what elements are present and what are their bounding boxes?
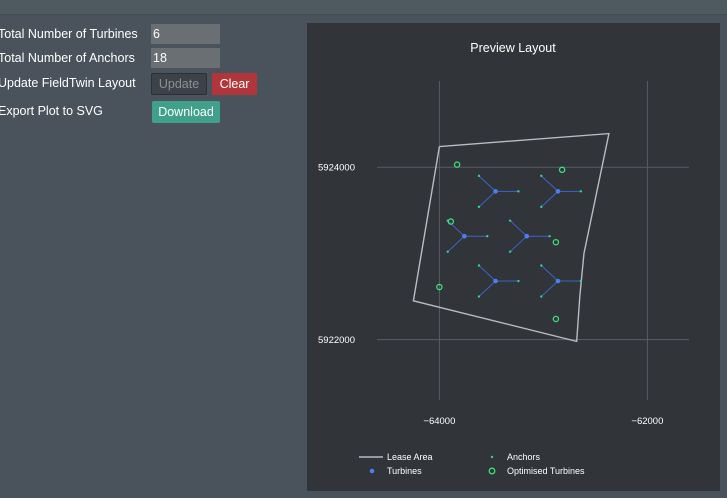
optimised-turbine-marker <box>436 283 443 291</box>
legend-anchor-swatch <box>490 455 494 459</box>
legend-label: Lease Area <box>387 452 433 462</box>
optimised-turbine-marker <box>447 218 455 225</box>
mooring-line <box>478 190 496 208</box>
optimised-turbine-marker <box>453 161 461 168</box>
turbine-marker <box>555 189 561 194</box>
update-button[interactable]: Update <box>151 73 207 95</box>
anchor-point <box>477 174 481 178</box>
anchor-point <box>579 279 583 283</box>
mooring-line <box>540 265 559 282</box>
preview-layout-plot: Preview Layout −64000 −62000 5924000 592200… <box>307 23 720 491</box>
turbine-marker <box>555 278 561 284</box>
optimised-turbine-marker <box>552 315 560 323</box>
y-tick-label: 5922000 <box>318 335 355 346</box>
mooring-line <box>447 235 465 253</box>
turbine-marker <box>462 233 467 239</box>
mooring-line <box>540 280 559 297</box>
plot-title: Preview Layout <box>470 41 556 55</box>
turbine-marker <box>493 189 498 194</box>
x-tick-label: −62000 <box>631 416 663 427</box>
mooring-line <box>478 280 496 297</box>
legend-label: Anchors <box>507 452 541 462</box>
anchor-point <box>446 250 449 253</box>
mooring-line <box>478 265 496 282</box>
plot-svg: Preview Layout −64000 −62000 5924000 592200… <box>318 41 689 476</box>
lease-area-line <box>412 132 610 343</box>
grid-layer <box>377 81 689 400</box>
update-layout-label: Update FieldTwin Layout <box>0 76 136 90</box>
anchor-point <box>517 190 520 193</box>
anchor-point <box>508 219 512 222</box>
optimised-turbine-marker <box>552 238 560 246</box>
turbine-marker <box>493 278 498 284</box>
anchor-point <box>579 190 583 193</box>
legend-label: Optimised Turbines <box>507 466 585 476</box>
clear-button[interactable]: Clear <box>212 73 257 95</box>
anchors-label: Total Number of Anchors <box>0 51 135 65</box>
y-tick-label: 5924000 <box>318 163 355 174</box>
mooring-line <box>478 175 496 192</box>
anchor-point <box>517 279 520 283</box>
top-bar <box>0 0 727 15</box>
download-button[interactable]: Download <box>152 101 220 123</box>
anchor-point <box>477 264 481 267</box>
anchor-point <box>540 264 543 267</box>
anchor-point <box>477 205 481 209</box>
mooring-line <box>509 235 528 253</box>
turbine-marker <box>524 233 530 239</box>
legend-label: Turbines <box>387 466 422 476</box>
anchor-point <box>540 295 543 298</box>
anchor-point <box>486 234 489 238</box>
mooring-line <box>540 175 559 192</box>
series-layer <box>412 132 610 343</box>
anchor-point <box>540 205 543 209</box>
legend: Lease Area Anchors Turbines Optimised Turbi… <box>359 452 585 476</box>
legend-turbine-swatch <box>369 468 375 474</box>
mooring-line <box>540 190 559 208</box>
anchors-input[interactable] <box>151 48 220 68</box>
export-label: Export Plot to SVG <box>0 104 103 118</box>
tick-layer: −64000 −62000 5924000 5922000 <box>318 163 663 427</box>
anchor-point <box>508 250 512 253</box>
x-tick-label: −64000 <box>423 416 455 427</box>
anchor-point <box>540 174 543 178</box>
turbines-label: Total Number of Turbines <box>0 27 138 41</box>
anchor-point <box>477 295 481 298</box>
legend-optimised-swatch <box>488 467 496 475</box>
mooring-line <box>447 220 465 237</box>
anchor-point <box>548 234 551 238</box>
turbines-input[interactable] <box>151 24 220 44</box>
mooring-line <box>509 220 528 237</box>
optimised-turbine-marker <box>558 166 566 174</box>
